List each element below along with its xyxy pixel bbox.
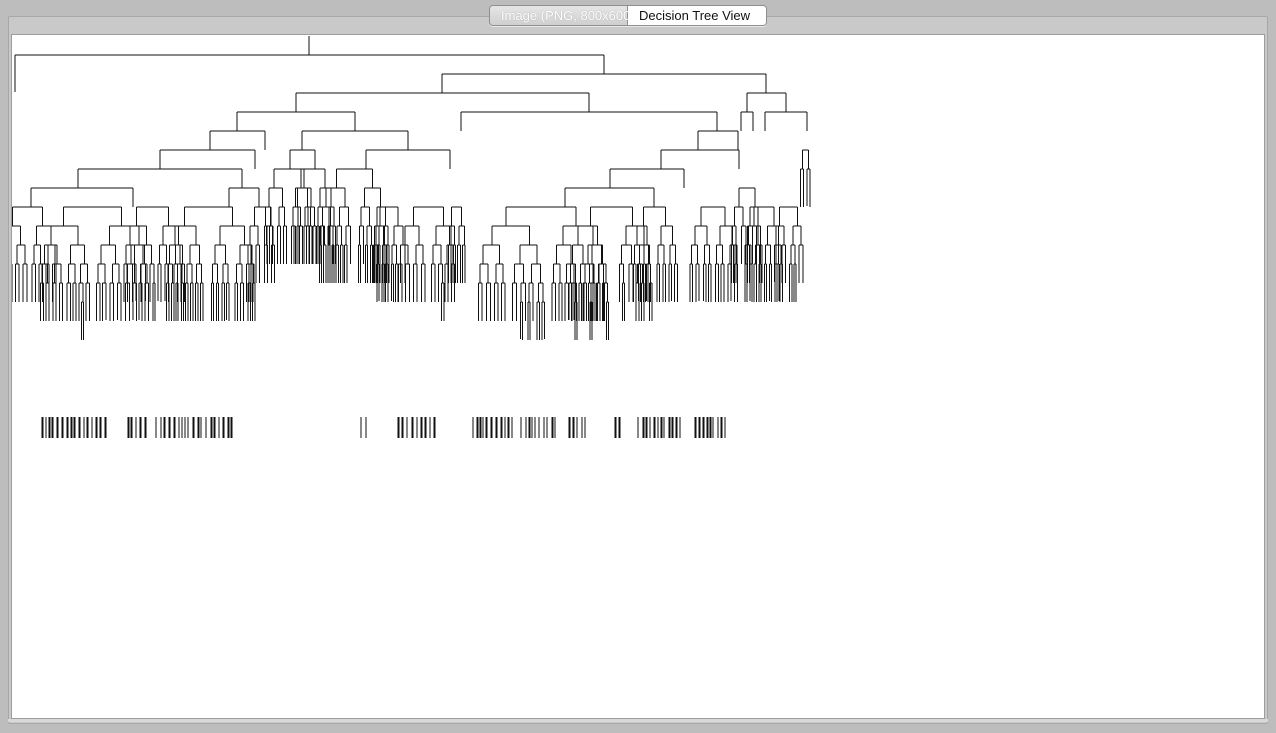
panel-bottom-edge bbox=[8, 719, 1268, 722]
view-tab-bar: Image (PNG, 800x600) Decision Tree View bbox=[0, 0, 1276, 30]
decision-tree-canvas[interactable] bbox=[11, 34, 1265, 719]
tab-decision-tree-view[interactable]: Decision Tree View bbox=[628, 6, 766, 25]
decision-tree-diagram bbox=[12, 36, 811, 438]
tab-image-png[interactable]: Image (PNG, 800x600) bbox=[490, 6, 635, 25]
tab-group: Image (PNG, 800x600) Decision Tree View bbox=[489, 5, 767, 26]
